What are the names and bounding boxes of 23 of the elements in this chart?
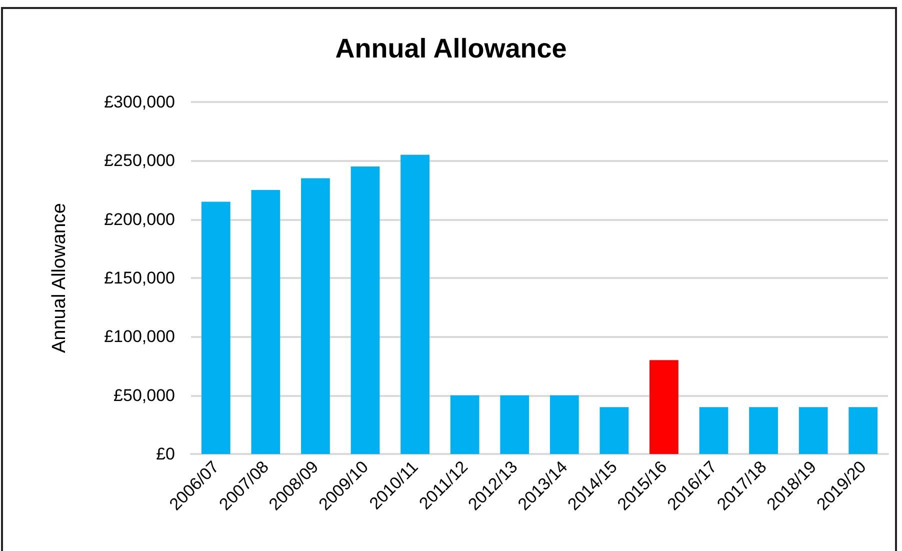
bar [201, 202, 230, 454]
y-tick-label: £50,000 [114, 386, 175, 405]
bar [699, 407, 728, 454]
bar [798, 407, 828, 454]
chart-title: Annual Allowance [335, 34, 567, 64]
bar [848, 407, 878, 454]
bar [350, 166, 380, 454]
y-tick-label: £300,000 [104, 92, 175, 112]
bar [301, 178, 330, 454]
bar [251, 190, 280, 454]
bar [650, 360, 678, 454]
bar [450, 395, 480, 454]
y-tick-label: £100,000 [104, 327, 175, 346]
bar [550, 395, 579, 454]
bar [600, 407, 629, 454]
bar [400, 154, 430, 454]
y-tick-label: £150,000 [104, 268, 175, 288]
y-tick-label: £250,000 [104, 151, 175, 170]
bar [500, 395, 530, 454]
y-tick-label: £200,000 [104, 210, 175, 229]
y-axis-title: Annual Allowance [49, 203, 70, 353]
bar [749, 407, 778, 454]
y-tick-label: £0 [156, 444, 175, 464]
